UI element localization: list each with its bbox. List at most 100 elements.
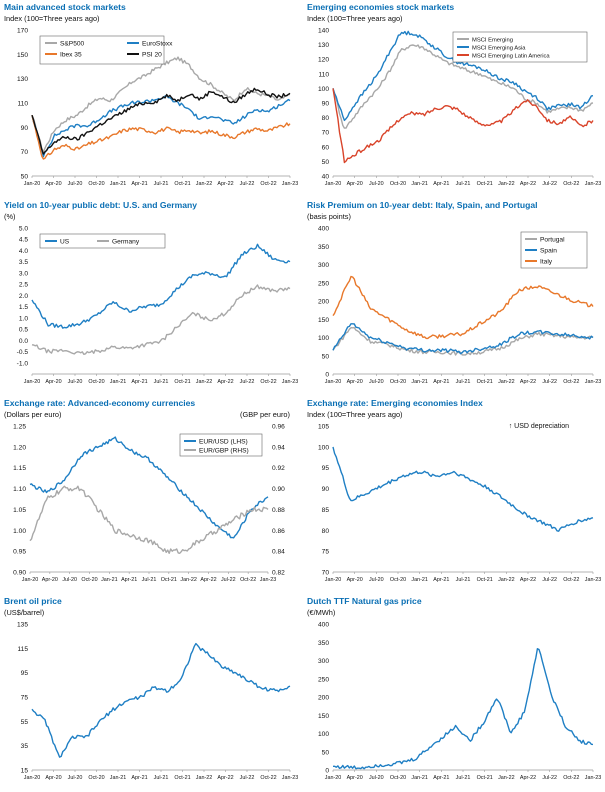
y-tick-label: 5.0: [19, 226, 28, 233]
x-tick-label: Jan-23: [282, 775, 298, 781]
x-tick-label: Oct-21: [477, 379, 493, 385]
x-tick-label: Jan-21: [411, 379, 427, 385]
y-tick-label: 250: [318, 676, 329, 683]
x-tick-label: Jul-20: [369, 775, 384, 781]
y-tick-label: 0.0: [19, 338, 28, 345]
x-tick-label: Apr-20: [45, 181, 61, 187]
x-tick-label: Jan-22: [498, 379, 514, 385]
x-tick-label: Jan-23: [585, 775, 601, 781]
x-tick-label: Apr-22: [217, 775, 233, 781]
x-tick-label: Jul-21: [456, 181, 471, 187]
y-tick-label: 120: [318, 57, 329, 64]
x-tick-label: Jan-23: [585, 577, 601, 583]
x-tick-label: Oct-21: [477, 181, 493, 187]
y2-tick-label: 0.90: [272, 486, 285, 493]
y-tick-label: 80: [322, 528, 330, 535]
x-tick-label: Apr-21: [433, 775, 449, 781]
y-tick-label: 3.0: [19, 270, 28, 277]
y-tick-label: 100: [318, 86, 329, 93]
x-tick-label: Apr-21: [433, 181, 449, 187]
x-tick-label: Apr-21: [131, 181, 147, 187]
series-line-spain: [332, 323, 594, 355]
x-tick-label: Oct-22: [260, 181, 276, 187]
x-tick-label: Oct-20: [390, 577, 406, 583]
x-tick-label: Jan-23: [282, 379, 298, 385]
x-tick-label: Apr-22: [520, 577, 536, 583]
y-tick-label: 95: [322, 465, 330, 472]
x-tick-label: Jul-20: [369, 379, 384, 385]
x-tick-label: Oct-22: [563, 379, 579, 385]
x-tick-label: Oct-20: [88, 181, 104, 187]
chart-panel-emerging-stock-markets: Emerging economies stock markets Index (…: [303, 0, 605, 198]
chart-title: Main advanced stock markets: [4, 2, 126, 12]
x-tick-label: Jul-22: [542, 577, 557, 583]
y2-tick-label: 0.94: [272, 444, 285, 451]
y-tick-label: 80: [322, 115, 330, 122]
x-tick-label: Oct-20: [88, 775, 104, 781]
chart-panel-brent-oil: Brent oil price (US$/barrel) 15 35 55 75 95 1…: [0, 594, 302, 792]
chart-panel-dutch-ttf-gas: Dutch TTF Natural gas price (€/MWh) 0 50 1…: [303, 594, 605, 792]
x-tick-label: Jul-22: [542, 775, 557, 781]
x-tick-label: Apr-21: [433, 379, 449, 385]
chart-subtitle: (US$/barrel): [4, 608, 45, 617]
x-tick-label: Apr-20: [347, 775, 363, 781]
y-tick-label: 60: [322, 144, 330, 151]
chart-title: Exchange rate: Emerging economies Index: [307, 398, 483, 408]
y-tick-label: 85: [322, 507, 330, 514]
x-tick-label: Jan-22: [196, 181, 212, 187]
y-tick-label: 350: [318, 244, 329, 251]
y-tick-label: 50: [322, 749, 330, 756]
legend-label: Italy: [540, 258, 553, 265]
y2-tick-label: 0.96: [272, 424, 285, 431]
x-tick-label: Oct-22: [260, 775, 276, 781]
x-tick-label: Jan-23: [585, 181, 601, 187]
y-tick-label: 110: [17, 101, 28, 108]
x-tick-label: Jul-22: [240, 775, 255, 781]
y-tick-label: 35: [21, 743, 29, 750]
chart-title: Yield on 10-year public debt: U.S. and G…: [4, 200, 198, 210]
legend-label: MSCI Emerging Asia: [472, 45, 526, 51]
x-tick-label: Jan-22: [498, 577, 514, 583]
x-tick-label: Jan-22: [180, 577, 196, 583]
y-tick-label: 4.5: [19, 237, 28, 244]
y-tick-label: 200: [318, 299, 329, 306]
x-tick-label: Oct-20: [390, 379, 406, 385]
x-tick-label: Jan-23: [260, 577, 276, 583]
x-tick-label: Jan-21: [411, 577, 427, 583]
x-tick-label: Apr-21: [121, 577, 137, 583]
x-tick-label: Oct-20: [390, 181, 406, 187]
y-tick-label: 0.5: [19, 327, 28, 334]
chart-panel-main-advanced-stock-markets: Main advanced stock markets Index (100=T…: [0, 0, 302, 198]
y-tick-label: 50: [21, 174, 29, 181]
x-tick-label: Oct-22: [563, 775, 579, 781]
y-tick-label: 400: [318, 226, 329, 233]
x-tick-label: Apr-22: [217, 379, 233, 385]
series-line-series: [332, 446, 594, 532]
x-tick-label: Apr-22: [520, 181, 536, 187]
legend-label: Portugal: [540, 236, 565, 243]
x-tick-label: Jan-20: [325, 379, 341, 385]
x-tick-label: Jul-20: [68, 379, 83, 385]
x-tick-label: Apr-22: [200, 577, 216, 583]
x-tick-label: Oct-22: [563, 577, 579, 583]
x-tick-label: Jan-21: [101, 577, 117, 583]
y-tick-label: 75: [322, 549, 330, 556]
y-tick-label: 70: [21, 149, 29, 156]
chart-title: Dutch TTF Natural gas price: [307, 596, 422, 606]
x-tick-label: Oct-21: [174, 775, 190, 781]
y-tick-label: 95: [21, 670, 29, 677]
y-tick-label: 2.0: [19, 293, 28, 300]
y2-tick-label: 0.86: [272, 528, 285, 535]
chart-plot: 0.90 0.95 1.00 1.05 1.10 1.15 1.20 1.25 0.82 0.84…: [13, 424, 285, 584]
x-tick-label: Jul-21: [456, 379, 471, 385]
series-line-series: [333, 648, 594, 770]
y-tick-label: 75: [21, 695, 29, 702]
x-tick-label: Apr-20: [347, 577, 363, 583]
series-line-eur-usd-lhs: [29, 436, 269, 539]
x-tick-label: Jul-21: [154, 775, 169, 781]
x-tick-label: Jan-21: [110, 775, 126, 781]
chart-plot: 15 35 55 75 95 115 135 Jan-20 Apr-20 Jul-20 Oct-20…: [17, 622, 298, 782]
y-tick-label: 1.5: [19, 304, 28, 311]
chart-subtitle: (€/MWh): [307, 608, 336, 617]
chart-plot: 70 75 80 85 90 95 100 105 Jan-20 Apr-20 Jul-20 Oct-…: [318, 424, 601, 584]
